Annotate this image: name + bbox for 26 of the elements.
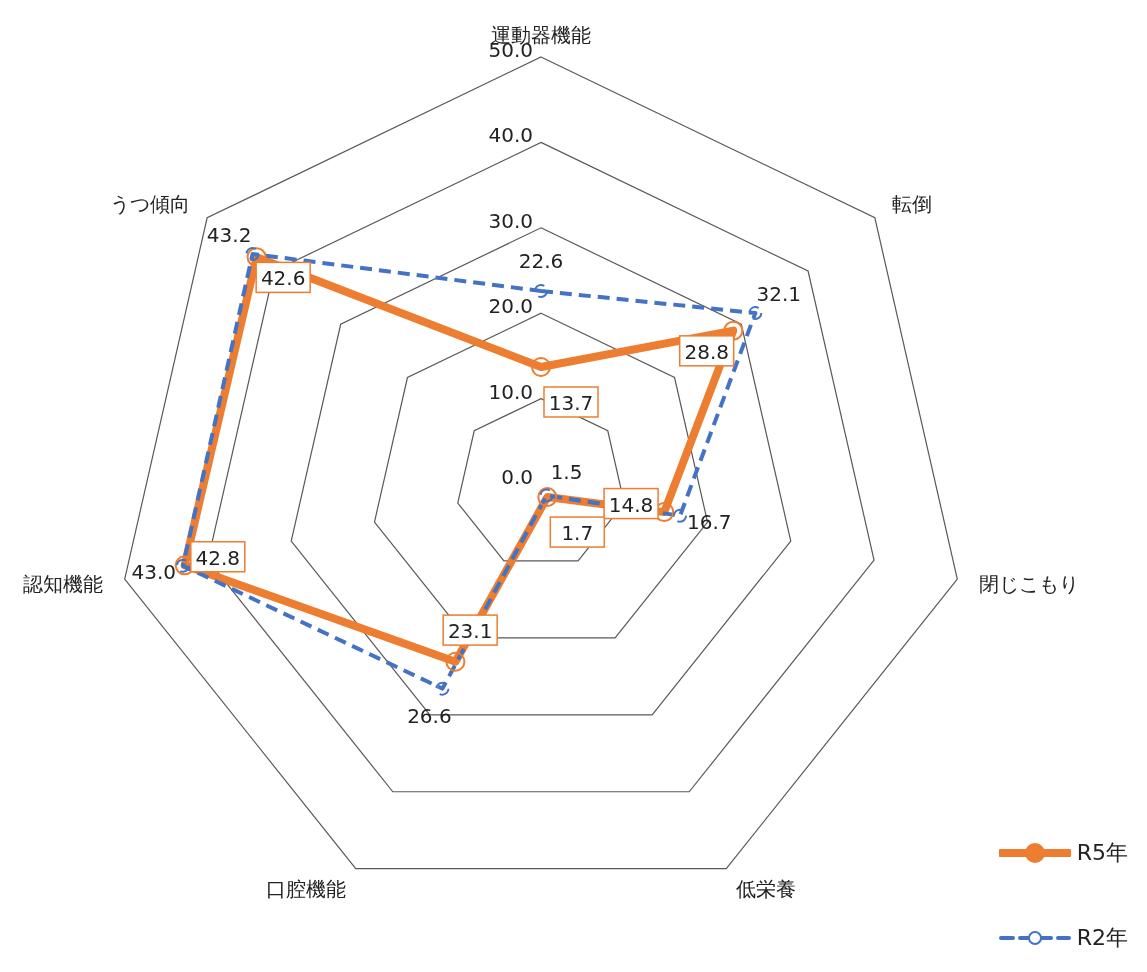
data-label: 32.1	[756, 282, 802, 307]
data-label: 42.6	[260, 266, 306, 291]
legend-label: R2年	[1076, 924, 1128, 952]
spoke-label: 低栄養	[735, 876, 796, 901]
data-label: 13.7	[548, 391, 594, 415]
data-label: 28.8	[684, 339, 729, 364]
spoke-label: 閉じこもり	[978, 571, 1079, 596]
data-label: 1.7	[561, 521, 594, 546]
y-tick-label: 30.0	[488, 208, 533, 233]
data-label: 43.0	[131, 560, 176, 585]
data-label: 43.2	[206, 223, 252, 248]
y-tick-label: 10.0	[488, 379, 533, 404]
spoke-label: 認知機能	[23, 571, 104, 596]
data-label: 14.8	[608, 492, 654, 517]
y-tick-label: 0.0	[501, 465, 533, 489]
data-label: 1.5	[550, 459, 583, 484]
y-tick-label: 40.0	[488, 123, 533, 148]
spoke-label: うつ傾向	[109, 192, 190, 217]
data-label: 23.1	[447, 619, 493, 644]
spoke-label: 口腔機能	[266, 876, 347, 901]
spoke-label: 転倒	[892, 192, 933, 217]
data-label: 42.8	[195, 545, 241, 570]
data-label: 22.6	[518, 249, 564, 273]
data-label: 26.6	[407, 703, 452, 728]
y-tick-label: 20.0	[488, 294, 533, 319]
legend-label: R5年	[1076, 839, 1128, 867]
